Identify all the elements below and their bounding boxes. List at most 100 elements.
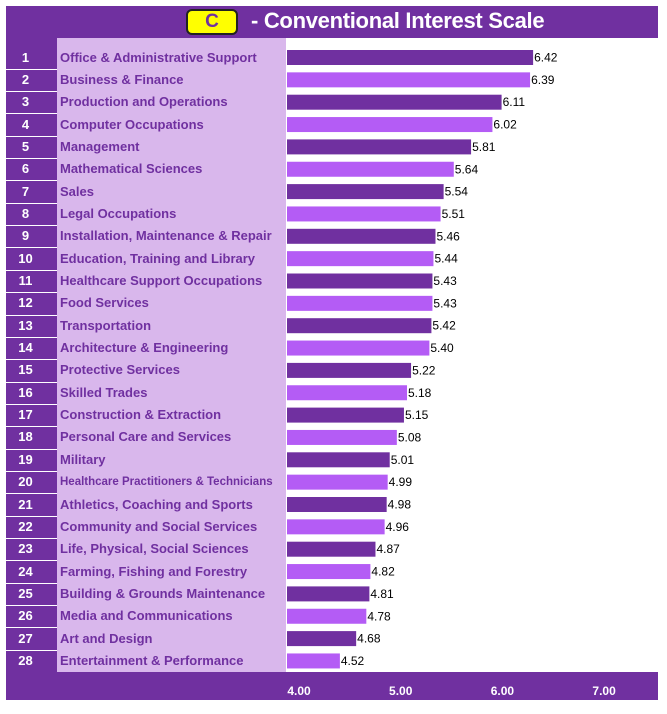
bar — [287, 631, 357, 647]
category-label: Healthcare Support Occupations — [60, 273, 263, 288]
bar-value-label: 6.11 — [503, 95, 526, 109]
row-separator — [6, 225, 57, 227]
rank-number: 11 — [18, 273, 33, 288]
row-separator — [6, 448, 57, 450]
row-separator — [6, 381, 57, 383]
bar — [287, 161, 454, 177]
rank-number: 7 — [21, 183, 30, 199]
category-label: Protective Services — [60, 362, 180, 378]
bar — [287, 340, 430, 356]
rank-number: 6 — [21, 161, 30, 177]
row-separator — [6, 314, 57, 316]
x-tick-label: 7.00 — [592, 684, 616, 698]
rank-number: 22 — [18, 518, 33, 534]
category-label: Mathematical Sciences — [60, 161, 203, 177]
category-label: Office & Administrative Support — [60, 49, 257, 65]
row-separator — [6, 292, 57, 294]
category-label: Healthcare Practitioners & Technicians — [60, 476, 273, 489]
row-separator — [6, 515, 57, 517]
category-label: Community and Social Services — [60, 518, 258, 534]
bar — [287, 139, 472, 155]
category-label: Farming, Fishing and Forestry — [60, 563, 248, 579]
category-label: Installation, Maintenance & Repair — [60, 228, 272, 244]
bar — [287, 184, 444, 200]
category-label: Legal Occupations — [60, 205, 177, 221]
bar — [287, 452, 390, 468]
bar-value-label: 6.39 — [531, 73, 555, 87]
bar-value-label: 4.78 — [367, 609, 391, 623]
bar — [287, 50, 534, 65]
bar — [287, 653, 340, 669]
bar-value-label: 4.98 — [388, 498, 412, 512]
bar-value-label: 6.02 — [493, 118, 517, 132]
category-label: Entertainment & Performance — [60, 652, 244, 668]
bar-value-label: 5.08 — [398, 430, 422, 444]
bar-value-label: 5.42 — [432, 319, 456, 333]
row-separator — [6, 605, 57, 607]
rank-number: 13 — [18, 317, 33, 333]
rank-number: 2 — [21, 71, 30, 87]
rank-number: 9 — [21, 228, 30, 244]
bar-value-label: 6.42 — [534, 51, 558, 65]
row-separator — [6, 269, 57, 271]
x-tick-label: 4.00 — [287, 684, 311, 698]
bar — [287, 228, 436, 244]
rank-number: 16 — [18, 384, 33, 400]
rank-number: 27 — [18, 630, 33, 646]
bar — [287, 117, 493, 133]
bar — [287, 519, 385, 535]
row-separator — [6, 113, 57, 115]
category-label: Business & Finance — [60, 71, 184, 87]
category-label: Architecture & Engineering — [60, 340, 229, 356]
bar — [287, 273, 433, 289]
bar-value-label: 5.18 — [408, 386, 432, 400]
row-separator — [6, 158, 57, 160]
category-label: Athletics, Coaching and Sports — [60, 496, 253, 512]
bar — [287, 474, 388, 490]
row-separator — [6, 135, 57, 137]
row-separator — [6, 91, 57, 93]
row-separator — [6, 202, 57, 204]
row-separator — [6, 538, 57, 540]
rank-number: 24 — [18, 563, 33, 579]
rank-number: 8 — [21, 205, 30, 221]
row-separator — [6, 180, 57, 182]
bar-value-label: 4.99 — [389, 475, 413, 489]
category-label: Building & Grounds Maintenance — [60, 585, 266, 601]
x-tick-label: 6.00 — [491, 684, 515, 698]
category-label-panel — [57, 38, 286, 672]
bar — [287, 318, 432, 334]
bar-value-label: 5.15 — [405, 408, 429, 422]
rank-number: 1 — [21, 49, 30, 65]
x-tick-label: 5.00 — [389, 684, 413, 698]
bar — [287, 362, 412, 378]
rank-number: 14 — [18, 340, 33, 356]
bar — [287, 385, 408, 401]
rank-number: 25 — [18, 585, 33, 601]
bar-value-label: 5.22 — [412, 363, 436, 377]
bar — [287, 206, 441, 222]
bar-value-label: 4.87 — [376, 542, 400, 556]
bar — [287, 497, 387, 512]
category-label: Education, Training and Library — [60, 250, 256, 266]
bar — [287, 608, 367, 624]
chart-header: C - Conventional Interest Scale — [6, 6, 658, 38]
bar-value-label: 5.64 — [455, 162, 479, 176]
row-separator — [6, 68, 57, 70]
bar — [287, 72, 531, 88]
bar — [287, 564, 371, 580]
bar-value-label: 5.51 — [442, 207, 466, 221]
rank-number: 18 — [18, 429, 33, 445]
bar — [287, 251, 434, 267]
category-label: Military — [60, 451, 106, 467]
row-separator — [6, 403, 57, 405]
category-label: Sales — [60, 183, 94, 199]
bar — [287, 541, 376, 557]
bar-value-label: 5.43 — [433, 274, 457, 288]
category-label: Food Services — [60, 295, 149, 311]
row-separator — [6, 426, 57, 428]
rank-number: 12 — [18, 295, 33, 311]
bar-value-label: 5.01 — [391, 453, 415, 467]
category-label: Skilled Trades — [60, 384, 148, 400]
rank-number: 21 — [18, 496, 33, 512]
